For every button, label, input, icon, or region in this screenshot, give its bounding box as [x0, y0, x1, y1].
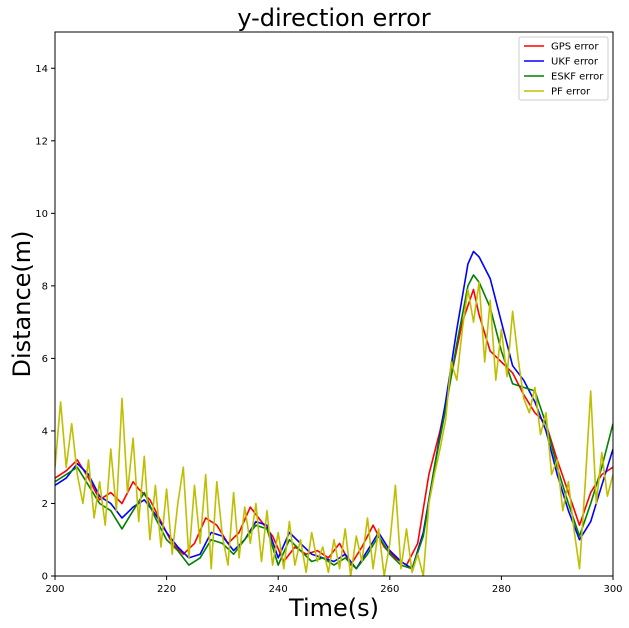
series-line-2 [55, 274, 613, 570]
series-line-0 [55, 288, 613, 566]
y-tick-label: 4 [42, 426, 48, 437]
legend: GPS error UKF error ESKF error PF error [518, 36, 609, 101]
y-tick-label: 2 [42, 499, 48, 510]
x-tick-label: 240 [269, 584, 288, 595]
legend-box [518, 36, 609, 101]
legend-label-1: UKF error [551, 57, 599, 68]
plot-frame [54, 31, 614, 577]
y-tick-label: 14 [35, 64, 48, 75]
x-tick-label: 300 [603, 584, 622, 595]
x-tick-label: 260 [380, 584, 399, 595]
y-tick-label: 0 [42, 572, 48, 583]
y-axis-label: Distance(m) [8, 230, 36, 377]
x-tick-label: 280 [492, 584, 511, 595]
x-axis: 200 220 240 260 280 300 [45, 576, 623, 595]
series-line-3 [55, 281, 613, 576]
y-tick-label: 6 [42, 354, 48, 365]
y-tick-label: 12 [35, 136, 48, 147]
y-tick-label: 8 [42, 281, 48, 292]
legend-label-2: ESKF error [551, 72, 604, 83]
x-tick-label: 220 [157, 584, 176, 595]
x-axis-label: Time(s) [288, 594, 379, 622]
y-axis: 0 2 4 6 8 10 12 14 [35, 64, 55, 583]
y-tick-label: 10 [35, 209, 48, 220]
legend-label-3: PF error [551, 87, 591, 98]
x-tick-label: 200 [45, 584, 64, 595]
legend-label-0: GPS error [551, 42, 599, 53]
chart-title: y-direction error [237, 4, 430, 32]
series-layer [55, 250, 613, 576]
